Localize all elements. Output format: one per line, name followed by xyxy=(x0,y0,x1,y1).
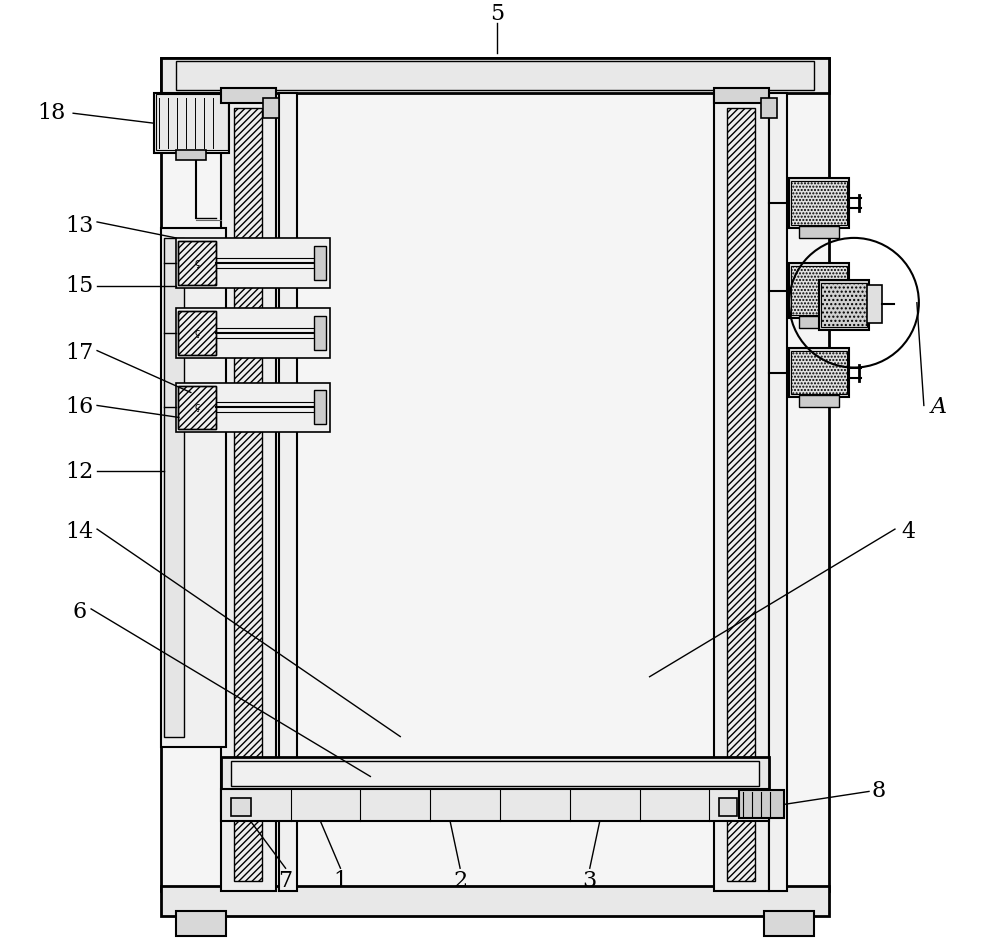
Text: ç: ç xyxy=(194,402,200,412)
Text: 5: 5 xyxy=(490,3,504,25)
Text: 4: 4 xyxy=(902,521,916,543)
Bar xyxy=(821,283,867,326)
Bar xyxy=(234,108,262,881)
Bar xyxy=(314,391,326,425)
Bar xyxy=(161,886,829,916)
Bar xyxy=(789,178,849,228)
Bar xyxy=(799,226,839,237)
Text: 15: 15 xyxy=(65,274,93,297)
Bar xyxy=(156,95,228,150)
Text: A: A xyxy=(931,396,947,418)
Bar xyxy=(178,386,216,429)
Bar xyxy=(178,241,216,285)
Bar xyxy=(799,316,839,327)
Text: 14: 14 xyxy=(65,521,93,543)
Bar xyxy=(176,237,330,288)
Bar xyxy=(789,263,849,318)
Bar xyxy=(176,911,226,936)
Bar xyxy=(739,791,784,818)
Bar xyxy=(176,61,814,90)
Bar xyxy=(161,228,226,746)
Bar xyxy=(164,237,184,737)
Bar xyxy=(154,94,229,153)
Bar xyxy=(314,316,326,350)
Text: 2: 2 xyxy=(453,870,467,892)
Text: ç: ç xyxy=(194,327,200,338)
Text: 13: 13 xyxy=(65,215,93,236)
Bar xyxy=(161,59,829,94)
Text: 6: 6 xyxy=(72,601,86,622)
Bar xyxy=(178,241,216,285)
Text: 8: 8 xyxy=(872,780,886,802)
Text: 16: 16 xyxy=(65,396,93,418)
Bar xyxy=(769,94,787,891)
Text: 3: 3 xyxy=(583,870,597,892)
Text: 12: 12 xyxy=(65,462,93,483)
Bar xyxy=(221,757,769,792)
Text: 7: 7 xyxy=(279,870,293,892)
Bar xyxy=(761,98,777,118)
Bar xyxy=(789,347,849,397)
Bar xyxy=(221,88,276,103)
Text: 18: 18 xyxy=(37,102,65,124)
Bar xyxy=(231,762,759,786)
Bar xyxy=(178,386,216,429)
Bar xyxy=(221,94,276,891)
Bar xyxy=(231,798,251,816)
Bar xyxy=(161,59,829,891)
Bar xyxy=(178,310,216,355)
Bar xyxy=(791,266,847,315)
Bar xyxy=(176,382,330,432)
Bar xyxy=(719,798,737,816)
Bar xyxy=(176,150,206,160)
Bar xyxy=(263,98,279,118)
Text: 17: 17 xyxy=(65,342,93,363)
Bar xyxy=(221,789,769,821)
Bar xyxy=(714,88,769,103)
Bar xyxy=(176,307,330,358)
Bar xyxy=(791,351,847,394)
Bar xyxy=(867,285,882,323)
Text: 1: 1 xyxy=(333,870,347,892)
Bar xyxy=(791,181,847,225)
Bar xyxy=(314,246,326,280)
Bar xyxy=(727,108,755,881)
Text: ç: ç xyxy=(194,258,200,268)
Bar xyxy=(764,911,814,936)
Bar xyxy=(799,395,839,408)
Bar xyxy=(819,280,869,329)
Bar xyxy=(714,94,769,891)
Bar xyxy=(279,94,297,891)
Bar xyxy=(178,310,216,355)
